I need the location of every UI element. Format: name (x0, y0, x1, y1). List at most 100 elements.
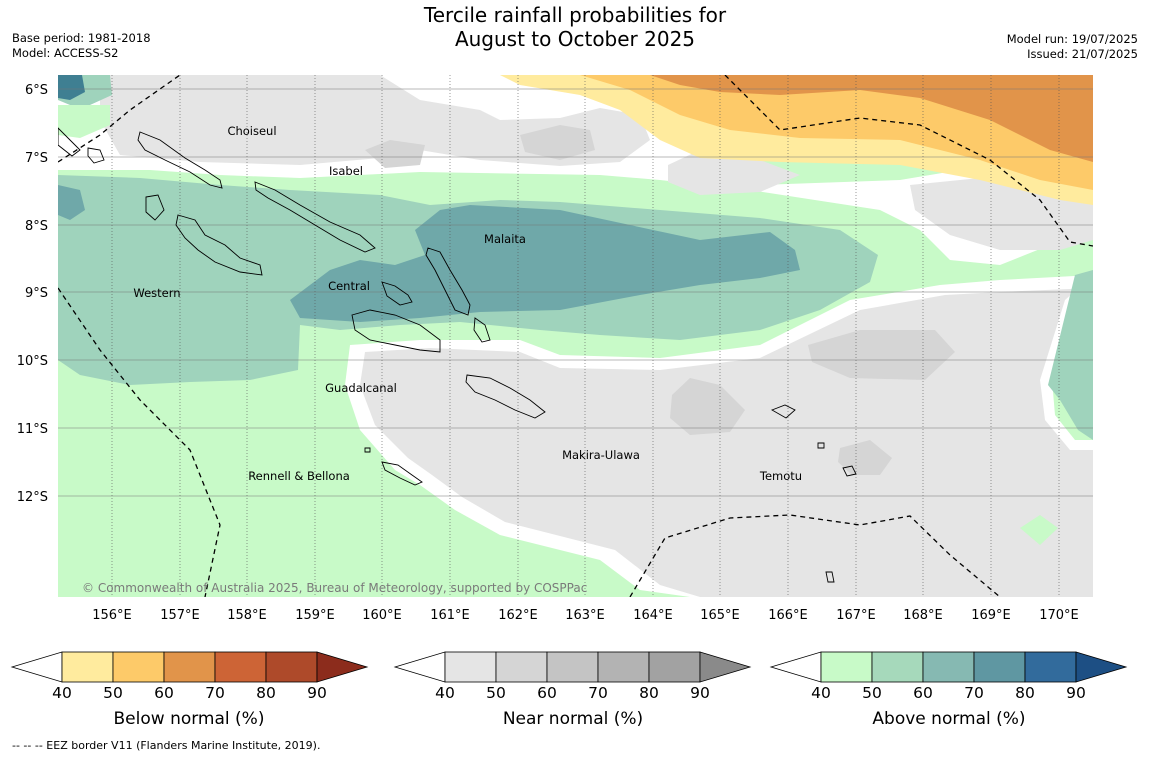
longitude-label: 163°E (565, 608, 605, 623)
province-label-western: Western (133, 286, 180, 300)
copyright-text: © Commonwealth of Australia 2025, Bureau… (82, 581, 587, 595)
metadata-left: Base period: 1981-2018 Model: ACCESS-S2 (12, 31, 151, 61)
colorbar-tick-label: 90 (690, 684, 710, 702)
near-normal-50-patch (365, 140, 425, 168)
eez-footnote: -- -- -- EEZ border V11 (Flanders Marine… (12, 739, 321, 752)
bougainville-coastline (58, 127, 81, 157)
below-normal-colorbar (10, 651, 369, 683)
colorbar-tick-label: 60 (154, 684, 174, 702)
colorbar-tick-label: 80 (1015, 684, 1035, 702)
colorbar-segment (546, 651, 599, 683)
near-normal-40-region (668, 150, 800, 195)
coastlines (58, 127, 857, 583)
colorbar-segment (1024, 651, 1077, 683)
colorbar-tick-label: 50 (862, 684, 882, 702)
longitude-label: 166°E (768, 608, 808, 623)
colorbar-tick-label: 40 (811, 684, 831, 702)
near-normal-label: Near normal (%) (502, 709, 644, 729)
eez-border-line (629, 514, 1001, 597)
title-line-2: August to October 2025 (454, 27, 696, 51)
near-normal-50-patch (808, 330, 955, 380)
guadalcanal-coastline (351, 309, 441, 353)
longitude-label: 156°E (92, 608, 132, 623)
colorbar-segment (922, 651, 975, 683)
colorbar-segment (444, 651, 497, 683)
colorbar-segment (61, 651, 114, 683)
tikopia-coastline (825, 571, 835, 583)
eez-border-line (58, 287, 221, 597)
colorbar-tick-label: 70 (964, 684, 984, 702)
metadata-right: Model run: 19/07/2025 Issued: 21/07/2025 (1007, 32, 1138, 62)
longitude-label: 157°E (160, 608, 200, 623)
model-text: Model: ACCESS-S2 (12, 46, 119, 60)
province-label-choiseul: Choiseul (227, 124, 276, 138)
longitude-label: 168°E (903, 608, 943, 623)
above-normal-label: Above normal (%) (872, 709, 1026, 729)
map-title: Tercile rainfall probabilities for Augus… (0, 3, 1150, 51)
eez-borders (58, 75, 1093, 597)
map-plot-area: Choiseul Isabel Malaita Western Central … (58, 75, 1093, 597)
map-gridlines (58, 75, 1093, 597)
eez-border-line (58, 75, 181, 163)
near-normal-colorbar (393, 651, 752, 683)
colorbar-segment (163, 651, 216, 683)
shortland-coastline (87, 147, 105, 164)
longitude-label: 162°E (498, 608, 538, 623)
vella-lavella-coastline (145, 194, 165, 221)
choiseul-coastline (137, 131, 223, 189)
colorbar-segment (973, 651, 1026, 683)
eez-border-line (724, 75, 1093, 247)
province-label-rennell-bellona: Rennell & Bellona (248, 469, 350, 483)
colorbar-segment (648, 651, 701, 683)
latitude-label: 11°S (17, 422, 48, 437)
colorbar-extend-min (769, 651, 822, 683)
province-label-makira-ulawa: Makira-Ulawa (562, 448, 640, 462)
latitude-labels: 6°S 7°S 8°S 9°S 10°S 11°S 12°S (17, 83, 48, 505)
above-normal-60-region (290, 205, 800, 322)
probability-map: Choiseul Isabel Malaita Western Central … (17, 75, 1093, 623)
latitude-label: 6°S (25, 83, 48, 98)
longitude-label: 161°E (430, 608, 470, 623)
rennell-small-coastline (364, 447, 371, 453)
above-normal-60-patch (58, 185, 85, 220)
longitude-label: 165°E (700, 608, 740, 623)
longitude-label: 158°E (227, 608, 267, 623)
colorbar-segment (871, 651, 924, 683)
south-malaita-coastline (473, 317, 491, 343)
colorbar-segment (265, 651, 318, 683)
above-normal-70-patch (58, 75, 85, 100)
vanikoro-coastline (842, 465, 857, 477)
model-run-text: Model run: 19/07/2025 (1006, 32, 1138, 46)
colorbar-tick-label: 60 (537, 684, 557, 702)
below-normal-label: Below normal (%) (113, 709, 265, 729)
longitude-label: 160°E (362, 608, 402, 623)
colorbar-extend-min (393, 651, 446, 683)
colorbar-tick-label: 80 (639, 684, 659, 702)
longitude-labels: 156°E 157°E 158°E 159°E 160°E 161°E 162°E 163°E… (92, 608, 1079, 623)
longitude-label: 164°E (633, 608, 673, 623)
colorbar-extend-max (316, 651, 369, 683)
colorbar-tick-label: 50 (103, 684, 123, 702)
rennell-coastline (381, 461, 423, 486)
colorbar-tick-label: 40 (52, 684, 72, 702)
province-label-malaita: Malaita (484, 232, 526, 246)
colorbar-segment (495, 651, 548, 683)
colorbar-tick-label: 90 (307, 684, 327, 702)
latitude-label: 10°S (17, 354, 48, 369)
above-normal-40-patch (1020, 515, 1058, 545)
new-georgia-coastline (175, 214, 263, 276)
province-label-central: Central (328, 279, 370, 293)
colorbar-tick-label: 80 (256, 684, 276, 702)
colorbar-tick-label: 40 (435, 684, 455, 702)
below-normal-60-region (650, 75, 1093, 162)
santa-cruz-coastline (770, 404, 796, 419)
colorbar-tick-label: 70 (588, 684, 608, 702)
colorbar-segment (597, 651, 650, 683)
above-normal-40-patch (282, 535, 320, 568)
central-islands-coastline (381, 281, 413, 306)
province-label-isabel: Isabel (329, 164, 363, 178)
province-label-guadalcanal: Guadalcanal (325, 381, 397, 395)
colorbar-extend-min (10, 651, 63, 683)
longitude-label: 170°E (1039, 608, 1079, 623)
isabel-coastline (254, 181, 376, 253)
